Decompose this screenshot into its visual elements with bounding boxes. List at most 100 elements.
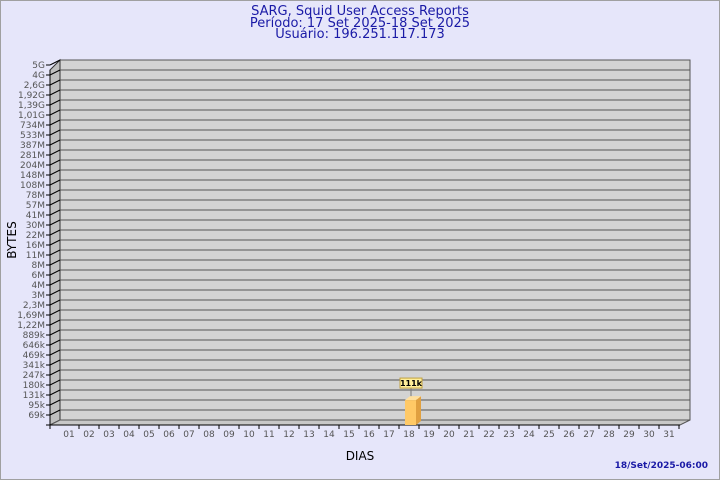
bar-side (416, 396, 421, 425)
y-tick-diagonal (49, 209, 61, 216)
x-tick-label: 05 (143, 430, 154, 440)
x-tick-label: 04 (123, 430, 135, 440)
y-tick-diagonal (49, 79, 61, 86)
y-tick-diagonal (49, 279, 61, 286)
y-tick-diagonal (49, 319, 61, 326)
y-tick-diagonal (49, 369, 61, 376)
chart-user: Usuário: 196.251.117.173 (275, 27, 445, 42)
y-tick-label: 2,6G (24, 81, 45, 91)
x-tick-label: 31 (663, 430, 674, 440)
y-tick-diagonal (49, 349, 61, 356)
y-tick-label: 4M (32, 281, 46, 291)
y-tick-diagonal (49, 139, 61, 146)
y-tick-diagonal (49, 59, 61, 66)
y-tick-label: 16M (26, 241, 45, 251)
x-tick-label: 16 (363, 430, 375, 440)
y-tick-label: 30M (26, 221, 45, 231)
x-tick-label: 30 (643, 430, 655, 440)
x-tick-label: 03 (103, 430, 114, 440)
y-tick-diagonal (49, 269, 61, 276)
y-tick-label: 108M (20, 181, 45, 191)
y-tick-label: 41M (26, 211, 45, 221)
y-tick-diagonal (49, 129, 61, 136)
y-tick-diagonal (49, 109, 61, 116)
x-tick-label: 09 (223, 430, 235, 440)
y-tick-label: 533M (20, 131, 45, 141)
y-tick-diagonal (49, 409, 61, 416)
x-tick-label: 22 (483, 430, 494, 440)
y-tick-label: 95k (28, 401, 45, 411)
y-tick-diagonal (49, 329, 61, 336)
x-tick-label: 18 (403, 430, 415, 440)
y-tick-label: 148M (20, 171, 45, 181)
y-tick-label: 646k (23, 341, 46, 351)
x-tick-label: 07 (183, 430, 194, 440)
x-tick-label: 21 (463, 430, 474, 440)
y-tick-diagonal (49, 89, 61, 96)
y-tick-label: 889k (23, 331, 46, 341)
y-tick-label: 2,3M (23, 301, 45, 311)
y-tick-label: 281M (20, 151, 45, 161)
y-tick-label: 6M (32, 271, 46, 281)
y-tick-label: 1,01G (18, 111, 45, 121)
x-tick-label: 01 (63, 430, 74, 440)
x-tick-label: 12 (283, 430, 294, 440)
chart-period: Período: 17 Set 2025-18 Set 2025 (249, 16, 471, 31)
y-tick-diagonal (49, 159, 61, 166)
y-tick-diagonal (49, 379, 61, 386)
y-tick-label: 734M (20, 121, 45, 131)
y-tick-label: 3M (32, 291, 46, 301)
y-tick-label: 22M (26, 231, 45, 241)
x-tick-label: 29 (623, 430, 635, 440)
plot-floor (49, 419, 691, 426)
y-tick-diagonal (49, 289, 61, 296)
y-tick-label: 4G (32, 71, 45, 81)
y-tick-diagonal (49, 179, 61, 186)
data-label: 111k (400, 379, 423, 388)
y-tick-diagonal (49, 169, 61, 176)
y-tick-label: 1,22M (17, 321, 45, 331)
y-tick-label: 57M (26, 201, 45, 211)
x-tick-label: 17 (383, 430, 394, 440)
y-tick-label: 1,92G (18, 91, 45, 101)
y-tick-label: 1,69M (17, 311, 45, 321)
y-tick-diagonal (49, 99, 61, 106)
chart-title: SARG, Squid User Access Reports (251, 4, 469, 19)
y-tick-label: 5G (32, 61, 45, 71)
y-tick-diagonal (49, 119, 61, 126)
y-tick-diagonal (49, 249, 61, 256)
x-tick-label: 11 (263, 430, 274, 440)
y-tick-label: 11M (26, 251, 45, 261)
y-tick-label: 341k (23, 361, 46, 371)
bar (405, 400, 416, 425)
y-tick-diagonal (49, 69, 61, 76)
x-tick-label: 25 (543, 430, 554, 440)
bar-top (405, 396, 421, 401)
y-tick-label: 69k (28, 411, 45, 421)
y-tick-label: 204M (20, 161, 45, 171)
y-tick-label: 8M (32, 261, 46, 271)
x-tick-label: 06 (163, 430, 175, 440)
x-tick-label: 26 (563, 430, 575, 440)
y-tick-diagonal (49, 309, 61, 316)
y-tick-diagonal (49, 189, 61, 196)
y-tick-diagonal (49, 389, 61, 396)
y-tick-diagonal (49, 339, 61, 346)
x-tick-label: 23 (503, 430, 514, 440)
y-tick-label: 387M (20, 141, 45, 151)
x-tick-label: 02 (83, 430, 94, 440)
x-tick-label: 19 (423, 430, 435, 440)
y-tick-label: 1,39G (18, 101, 45, 111)
y-tick-diagonal (49, 359, 61, 366)
data-label-box (399, 377, 423, 389)
y-tick-label: 78M (26, 191, 45, 201)
y-tick-diagonal (49, 259, 61, 266)
y-tick-label: 469k (23, 351, 46, 361)
x-tick-label: 13 (303, 430, 314, 440)
y-tick-diagonal (49, 219, 61, 226)
x-axis-label: DIAS (346, 449, 375, 463)
y-tick-diagonal (49, 239, 61, 246)
x-tick-label: 28 (603, 430, 615, 440)
y-tick-diagonal (49, 399, 61, 406)
